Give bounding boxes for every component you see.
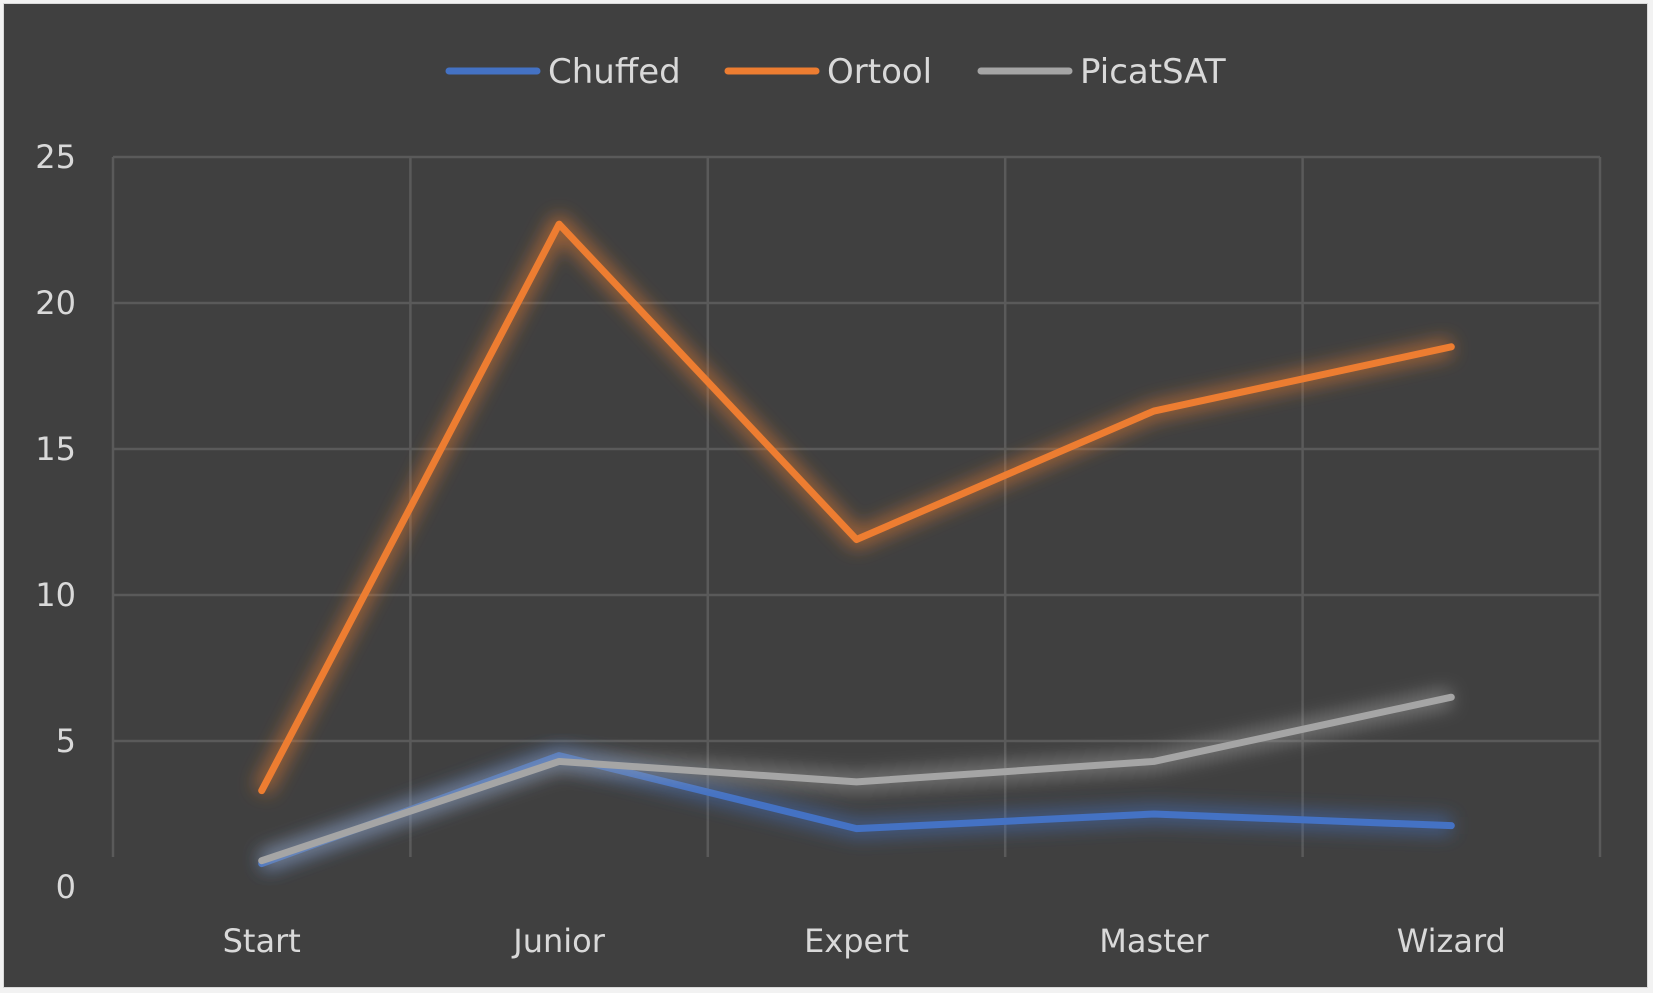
chart-frame: 0 5 10 15 20 25 Start Junior Expert Master Wizard…	[3, 3, 1648, 988]
x-tick-label-expert: Expert	[804, 922, 909, 960]
x-axis-ticks: Start Junior Expert Master Wizard	[223, 922, 1506, 960]
series-glow-ortool	[253, 215, 1454, 795]
x-tick-label-wizard: Wizard	[1397, 922, 1506, 960]
line-chart: 0 5 10 15 20 25 Start Junior Expert Master Wizard…	[35, 52, 1602, 960]
x-tick-label-master: Master	[1099, 922, 1209, 960]
y-tick-label: 5	[56, 722, 76, 760]
y-tick-label: 10	[35, 576, 76, 614]
series	[253, 215, 1455, 873]
series-line-ortool	[258, 220, 1455, 795]
legend-label-picatsat: PicatSAT	[1080, 52, 1226, 92]
series-line-picatsat	[258, 693, 1455, 865]
x-tick-label-junior: Junior	[511, 922, 605, 960]
y-tick-label: 20	[35, 284, 76, 322]
grid	[111, 155, 1602, 857]
legend-label-ortool: Ortool	[827, 52, 932, 92]
y-axis-ticks: 0 5 10 15 20 25	[35, 138, 76, 906]
y-tick-label: 0	[56, 868, 76, 906]
x-tick-label-start: Start	[223, 922, 301, 960]
legend: Chuffed Ortool PicatSAT	[445, 52, 1226, 92]
legend-label-chuffed: Chuffed	[548, 52, 681, 92]
y-tick-label: 25	[35, 138, 76, 176]
y-tick-label: 15	[35, 430, 76, 468]
